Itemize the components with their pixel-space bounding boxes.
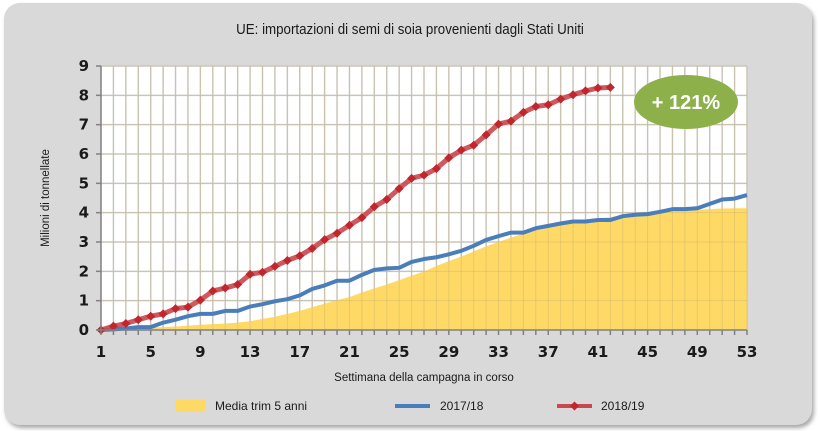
data-point-2018-19 <box>543 100 553 110</box>
data-point-2018-19 <box>121 319 131 329</box>
data-point-2018-19 <box>183 302 193 312</box>
data-point-2018-19 <box>171 304 181 314</box>
data-point-2018-19 <box>282 255 292 265</box>
y-tick-label: 3 <box>79 233 89 251</box>
data-point-2018-19 <box>593 83 603 93</box>
x-tick-label: 45 <box>637 343 658 361</box>
x-tick-label: 41 <box>587 343 608 361</box>
data-point-2018-19 <box>344 220 354 230</box>
data-point-2018-19 <box>382 194 392 204</box>
x-tick-label: 33 <box>488 343 509 361</box>
data-point-2018-19 <box>320 235 330 245</box>
data-point-2018-19 <box>456 145 466 155</box>
data-point-2018-19 <box>506 116 516 126</box>
data-point-2018-19 <box>581 86 590 96</box>
y-tick-label: 1 <box>79 292 89 310</box>
x-tick-label: 1 <box>96 343 106 361</box>
series-area-layer <box>101 208 747 330</box>
x-axis-label: Settimana della campagna in corso <box>334 372 514 384</box>
data-point-2018-19 <box>518 107 528 117</box>
x-tick-label: 9 <box>195 343 205 361</box>
legend-item-area[interactable]: Media trim 5 anni <box>175 399 307 413</box>
data-point-2018-19 <box>444 153 454 163</box>
data-point-2018-19 <box>307 243 317 253</box>
data-point-2018-19 <box>108 321 118 331</box>
y-tick-label: 6 <box>79 145 89 163</box>
legend-item-2018-19[interactable]: 2018/19 <box>557 399 645 413</box>
data-point-2018-19 <box>481 130 491 140</box>
data-point-2018-19 <box>605 82 615 92</box>
data-point-2018-19 <box>494 119 504 129</box>
x-tick-label: 13 <box>240 343 261 361</box>
legend-label-2018-19: 2018/19 <box>601 399 645 413</box>
data-point-2018-19 <box>431 164 441 174</box>
y-axis-label: Milioni di tonnellate <box>40 149 52 247</box>
data-point-2018-19 <box>195 295 205 305</box>
chart-title: UE: importazioni di semi di soia proveni… <box>236 22 584 38</box>
x-tick-label: 37 <box>538 343 559 361</box>
y-tick-label: 9 <box>79 57 89 75</box>
data-point-2018-19 <box>245 269 255 279</box>
legend-item-2017-18[interactable]: 2017/18 <box>395 399 484 413</box>
data-point-2018-19 <box>220 283 230 293</box>
annotation-ellipse <box>634 75 738 129</box>
y-tick-label: 2 <box>79 262 89 280</box>
data-point-2018-19 <box>556 94 566 104</box>
x-tick-label: 49 <box>687 343 708 361</box>
data-point-2018-19 <box>270 261 280 271</box>
data-point-2018-19 <box>369 202 379 212</box>
data-point-2018-19 <box>146 311 156 321</box>
y-tick-label: 8 <box>79 86 89 104</box>
legend-label-2017-18: 2017/18 <box>440 399 484 413</box>
data-point-2018-19 <box>258 267 267 277</box>
x-tick-label: 5 <box>145 343 155 361</box>
data-point-2018-19 <box>332 228 342 238</box>
y-tick-labels: 0 1 2 3 4 5 6 7 8 9 <box>79 57 89 339</box>
y-tick-label: 5 <box>79 174 89 192</box>
data-point-2018-19 <box>295 251 305 261</box>
data-point-2018-19 <box>357 213 367 223</box>
annotation-badge: + 121% <box>634 75 738 129</box>
x-tick-label: 21 <box>339 343 360 361</box>
y-tick-label: 4 <box>79 204 89 222</box>
series-line-2017-18 <box>100 193 748 332</box>
data-point-2018-19 <box>531 101 541 111</box>
data-point-2018-19 <box>568 90 578 100</box>
legend-marker-2018-19 <box>570 401 579 411</box>
legend-label-area: Media trim 5 anni <box>215 399 307 413</box>
annotation-text: + 121% <box>652 92 721 114</box>
x-tick-label: 17 <box>289 343 310 361</box>
x-tick-label: 29 <box>438 343 459 361</box>
legend-swatch-area <box>175 400 205 412</box>
x-tick-label: 25 <box>389 343 410 361</box>
x-tick-label: 53 <box>737 343 758 361</box>
y-tick-label: 7 <box>79 116 89 134</box>
data-point-2018-19 <box>208 286 218 296</box>
legend: Media trim 5 anni 2017/18 2018/19 <box>175 399 645 413</box>
series-line-layer <box>96 82 748 335</box>
data-point-2018-19 <box>394 184 404 194</box>
series-area-media-trim-5-anni <box>101 208 747 330</box>
data-point-2018-19 <box>233 280 243 290</box>
data-point-2018-19 <box>469 140 479 150</box>
data-point-2018-19 <box>133 315 143 325</box>
data-point-2018-19 <box>419 170 429 180</box>
data-point-2018-19 <box>407 173 417 183</box>
x-tick-labels: 1 5 9 13 17 21 25 29 33 37 41 45 49 53 <box>96 343 758 361</box>
axes <box>96 65 748 335</box>
data-point-2018-19 <box>158 309 168 319</box>
y-tick-label: 0 <box>79 321 89 339</box>
